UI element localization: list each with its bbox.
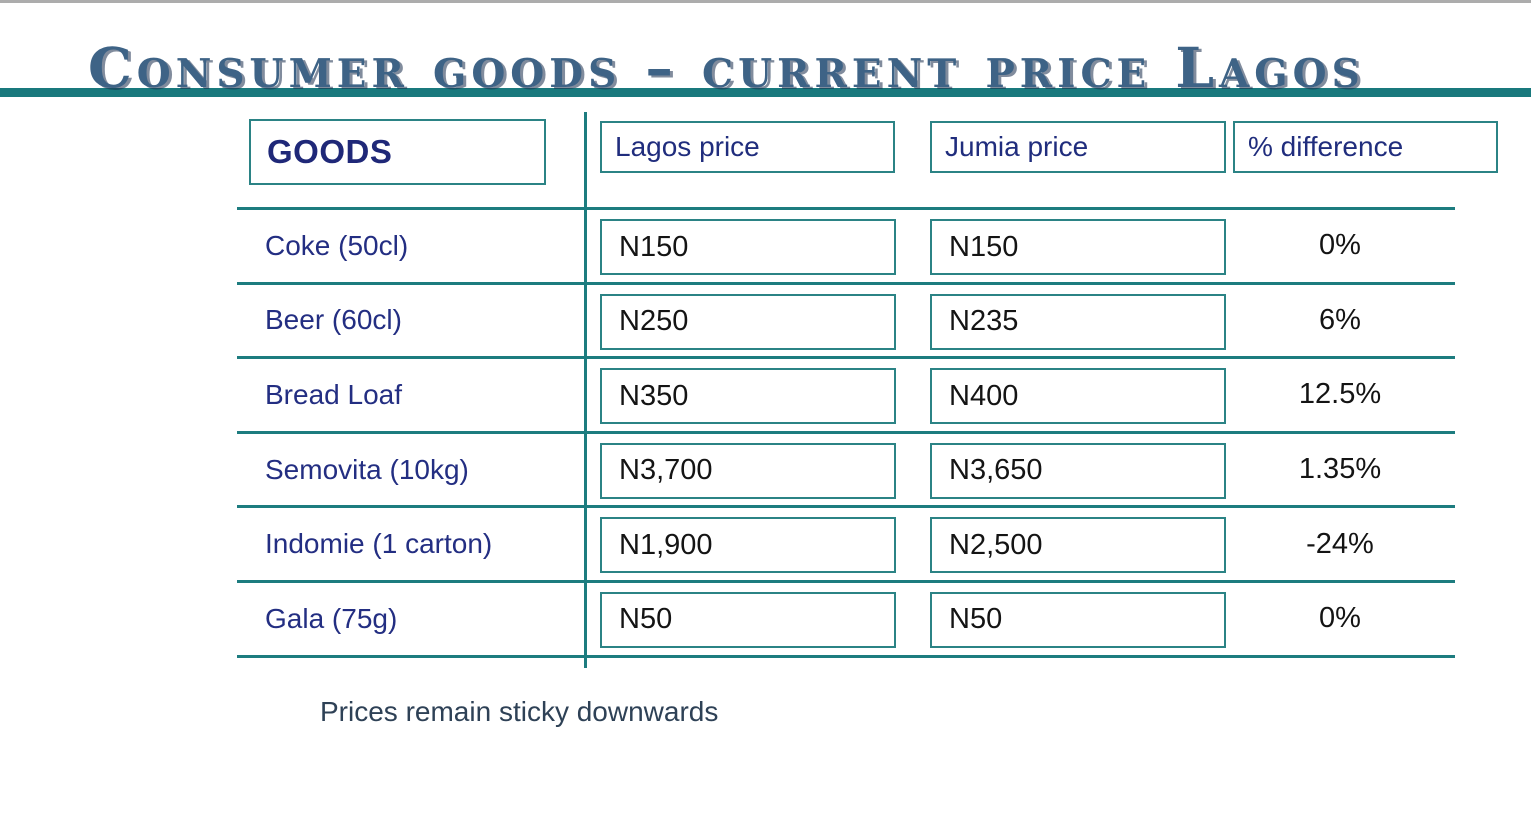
good-name: Semovita (10kg) [265,453,469,485]
jumia-price-cell: N235 [930,293,1226,350]
jumia-price-column-header: Jumia price [930,121,1226,173]
goods-column-header: GOODS [249,119,546,185]
jumia-price-cell: N2,500 [930,517,1226,574]
percent-difference-value: 6% [1319,303,1361,336]
table-row: Beer (60cl) N250 N235 6% [237,285,1455,360]
lagos-price-cell: N50 [600,591,896,648]
percent-difference-value: 0% [1319,602,1361,635]
good-name: Coke (50cl) [265,229,409,261]
lagos-price-cell: N1,900 [600,517,896,574]
jumia-price-cell: N400 [930,368,1226,425]
percent-difference-value: 12.5% [1298,378,1382,411]
price-table: Coke (50cl) N150 N150 0% Beer (60cl) N25… [237,207,1455,658]
table-row: Semovita (10kg) N3,700 N3,650 1.35% [237,434,1455,509]
good-name: Gala (75g) [265,602,398,634]
lagos-price-cell: N250 [600,293,896,350]
lagos-price-cell: N3,700 [600,442,896,499]
good-name: Indomie (1 carton) [265,528,493,560]
table-row: Gala (75g) N50 N50 0% [237,583,1455,658]
column-divider [584,112,587,668]
jumia-price-cell: N150 [930,219,1226,275]
table-row: Coke (50cl) N150 N150 0% [237,210,1455,285]
jumia-price-cell: N50 [930,591,1226,648]
slide-caption: Prices remain sticky downwards [320,696,719,727]
percent-difference-column-header: % difference [1233,121,1498,173]
good-name: Beer (60cl) [265,304,402,336]
lagos-price-cell: N350 [600,368,896,425]
lagos-price-column-header: Lagos price [600,121,895,173]
jumia-price-cell: N3,650 [930,442,1226,499]
percent-difference-value: -24% [1306,527,1374,560]
table-row: Indomie (1 carton) N1,900 N2,500 -24% [237,508,1455,583]
percent-difference-value: 0% [1319,229,1361,262]
table-row: Bread Loaf N350 N400 12.5% [237,359,1455,434]
top-divider [0,0,1531,3]
page-title: Consumer goods – current price Lagos [88,35,1365,100]
title-underline [0,88,1531,97]
good-name: Bread Loaf [265,378,402,410]
lagos-price-cell: N150 [600,219,896,275]
percent-difference-value: 1.35% [1298,453,1382,486]
